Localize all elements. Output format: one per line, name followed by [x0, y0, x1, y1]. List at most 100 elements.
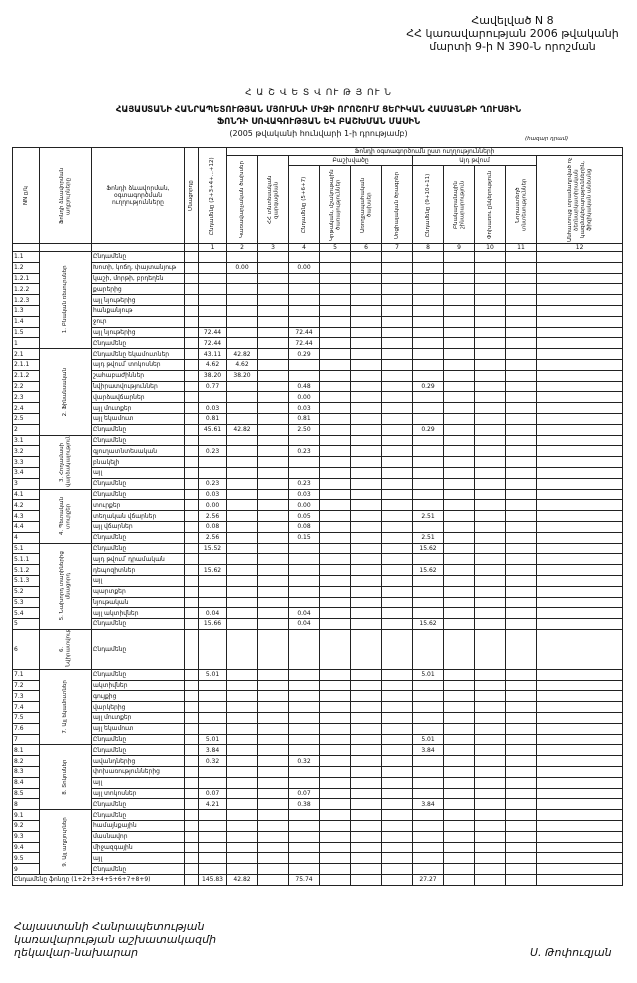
value-cell [535, 690, 624, 703]
balance-cell [184, 261, 199, 274]
table-row: 2.1.1 այդ թվում՝ տոկոսներ 4.62 4.62 [12, 358, 624, 371]
value-cell: 4.62 [198, 358, 227, 371]
value: 2.50 [297, 426, 311, 434]
value-cell [226, 337, 258, 350]
value-cell [319, 283, 351, 296]
value-cell [257, 607, 289, 620]
value-cell [257, 830, 289, 843]
head-cell: Անհատույց տրամադրված ոչ ձեռնարկատիրական … [535, 155, 624, 244]
balance-cell [184, 607, 199, 620]
row-name: այլ նյութերից [91, 326, 185, 339]
value: 42.82 [233, 350, 251, 358]
value-cell [198, 809, 227, 822]
value-cell [505, 744, 537, 757]
value-cell [505, 251, 537, 263]
value-cell: 0.23 [288, 445, 320, 458]
balance-cell [184, 701, 199, 714]
value-cell [535, 585, 624, 598]
row-number: 1.1 [12, 251, 40, 263]
value-cell [535, 423, 624, 436]
value-cell [226, 488, 258, 501]
value-cell [412, 722, 444, 735]
value-cell [381, 820, 413, 832]
value-cell [443, 722, 475, 735]
balance-cell [184, 596, 199, 609]
value: 4.62 [235, 361, 249, 369]
value: 0.07 [205, 790, 220, 798]
value-cell [505, 337, 537, 350]
value-cell [288, 251, 320, 263]
value-cell [535, 326, 624, 339]
value-cell [350, 820, 382, 832]
value-cell [381, 402, 413, 414]
table-row: 2.2 նվիրատվություններ 0.77 0.48 0.29 [12, 380, 624, 393]
value-cell [319, 412, 351, 425]
value-cell [198, 261, 227, 274]
table-body: 1.1 1. Բնական ռեսուրսներ Ընդամենը 1.2 Խոտի, … [12, 250, 624, 886]
value-cell: 15.62 [412, 618, 444, 630]
value: 0.00 [297, 501, 311, 509]
balance-cell [184, 787, 199, 800]
table-row: 5.1 5. Նախորդ տարիներից մնացորդ Ընդամենը 15… [12, 542, 624, 630]
value-cell [350, 445, 382, 458]
row-number: 2.2 [12, 380, 40, 393]
value: 5.01 [205, 736, 220, 744]
value-cell [381, 326, 413, 339]
value-cell [350, 755, 382, 768]
value-cell [443, 499, 475, 512]
value-cell [535, 733, 624, 746]
value-cell: 0.81 [198, 412, 227, 425]
value-cell [505, 564, 537, 576]
row-number: 2.1.1 [12, 358, 40, 371]
balance-cell [184, 304, 199, 317]
value-cell [198, 294, 227, 306]
balance-cell [184, 542, 199, 555]
table-row: 8.5 այլ տոկոսներ 0.07 0.07 [12, 787, 624, 800]
balance-cell [184, 348, 199, 360]
value-cell [443, 798, 475, 811]
row-name: Ընդամենը [91, 733, 185, 746]
value-cell [288, 841, 320, 854]
value-cell [226, 607, 258, 620]
value-cell [257, 434, 289, 447]
value-cell [198, 863, 227, 876]
head-cell: Մնացորդը [184, 147, 199, 244]
value: 0.00 [297, 264, 311, 272]
value-cell [535, 261, 624, 274]
value-cell [226, 585, 258, 598]
value-cell [226, 841, 258, 854]
value-cell [535, 531, 624, 544]
value-cell [474, 809, 506, 822]
table-row: 8 Ընդամենը 4.21 0.38 3.84 [12, 798, 624, 811]
table-row: 4.3 տեղական վճարներ 2.56 0.05 2.51 [12, 510, 624, 522]
value-cell [381, 304, 413, 317]
group-cell: 7. Այլ եկամուտներ [39, 668, 92, 746]
value-cell: 5.01 [412, 733, 444, 746]
value-cell [319, 607, 351, 620]
head-cell: Ընդամենը (2+3+4+...+12) [198, 147, 227, 244]
value: 0.00 [235, 264, 249, 272]
value: 2.56 [205, 534, 220, 542]
value-cell [381, 585, 413, 598]
row-number: 1.3 [12, 304, 40, 317]
value-cell [505, 423, 537, 436]
balance-cell [184, 733, 199, 746]
value-cell [474, 326, 506, 339]
value-cell [226, 618, 258, 630]
value-cell [350, 607, 382, 620]
value-cell [412, 852, 444, 865]
head-cell: Այդ թվում [412, 155, 537, 166]
table-row: 4 Ընդամենը 2.56 0.15 2.51 [12, 531, 624, 544]
value: 0.38 [297, 800, 311, 808]
value-cell [257, 499, 289, 512]
value-cell: 15.62 [198, 564, 227, 576]
value-cell [257, 358, 289, 371]
value-cell [443, 261, 475, 274]
value-cell [350, 348, 382, 360]
value-cell [412, 574, 444, 587]
value: 72.44 [295, 339, 313, 347]
table-row: 7.5 այլ մուտքեր [12, 712, 624, 724]
row-number: 7.4 [12, 701, 40, 714]
value-cell [350, 326, 382, 339]
value-cell [381, 369, 413, 382]
